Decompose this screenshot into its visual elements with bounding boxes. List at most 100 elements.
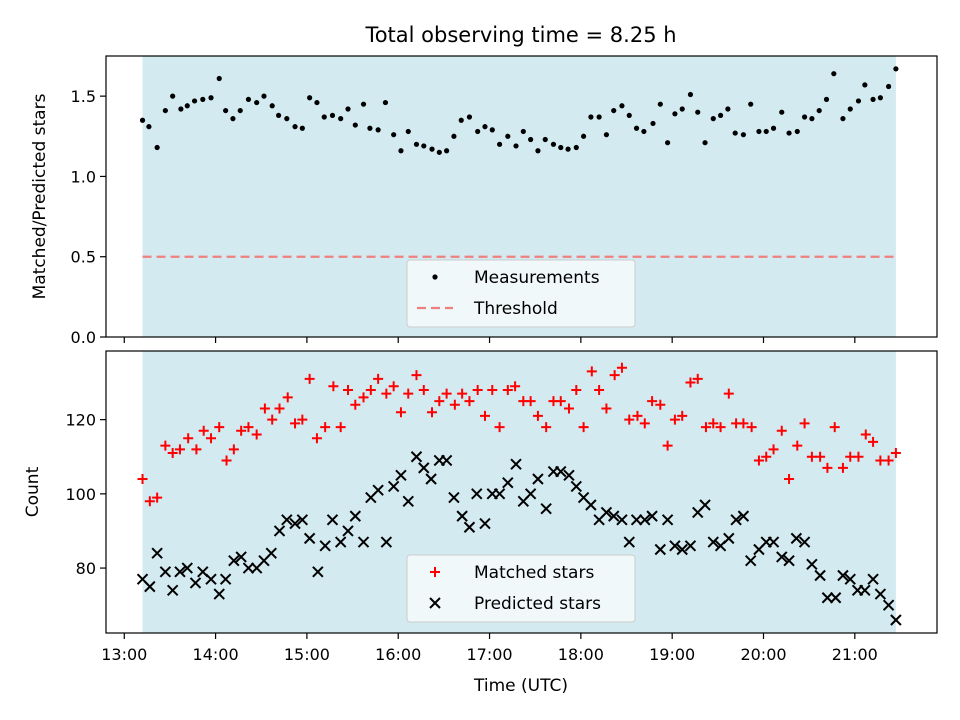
measurement-point xyxy=(429,146,435,152)
measurement-point xyxy=(702,140,708,146)
matched-star-point xyxy=(144,496,155,507)
measurement-point xyxy=(329,112,336,119)
measurement-point xyxy=(223,107,229,114)
bottom-y-axis-label: Count xyxy=(23,466,43,517)
bottom-series-matched-stars xyxy=(137,362,901,507)
measurement-point xyxy=(208,95,214,101)
legend-label: Measurements xyxy=(474,268,600,288)
measurement-point xyxy=(619,103,625,109)
predicted-star-point xyxy=(425,473,437,485)
matched-star-point xyxy=(829,422,840,433)
predicted-star-point xyxy=(737,510,750,522)
measurement-point xyxy=(565,146,571,152)
measurement-point xyxy=(482,124,488,130)
measurement-point xyxy=(816,107,822,114)
matched-star-point xyxy=(152,492,163,503)
predicted-star-point xyxy=(798,536,811,548)
predicted-star-point xyxy=(289,517,301,530)
measurement-point xyxy=(139,117,146,123)
predicted-star-point xyxy=(342,525,354,537)
predicted-star-point xyxy=(570,480,582,493)
measurement-point xyxy=(717,112,724,119)
predicted-star-point xyxy=(213,588,225,600)
predicted-star-point xyxy=(242,562,255,574)
x-tick-label: 18:00 xyxy=(558,645,604,664)
matched-star-point xyxy=(350,399,361,410)
measurement-point xyxy=(809,116,815,122)
matched-star-point xyxy=(669,414,680,425)
measurement-point xyxy=(284,116,290,122)
measurement-point xyxy=(650,120,656,127)
predicted-star-point xyxy=(502,477,514,489)
matched-star-point xyxy=(525,396,536,407)
matched-star-point xyxy=(555,396,566,407)
bottom-panel: 80 100 120 13:00 14:00 15:00 16:00 17:00 18:00 19… xyxy=(23,350,938,664)
predicted-star-point xyxy=(205,573,217,585)
measurement-point xyxy=(528,136,534,143)
x-tick-label: 17:00 xyxy=(466,645,512,664)
measurement-point xyxy=(458,117,464,123)
measurement-point xyxy=(823,96,830,102)
predicted-star-point xyxy=(684,540,697,552)
legend-label: Matched stars xyxy=(474,563,594,583)
matched-star-point xyxy=(259,403,270,414)
predicted-star-point xyxy=(745,554,757,567)
predicted-star-point xyxy=(890,614,902,626)
predicted-star-point xyxy=(319,540,331,552)
measurement-point xyxy=(261,93,267,99)
measurement-point xyxy=(216,75,222,82)
measurement-point xyxy=(275,112,282,119)
predicted-star-point xyxy=(440,454,453,467)
measurement-point xyxy=(886,83,892,90)
legend-label: Predicted stars xyxy=(474,594,601,614)
predicted-star-point xyxy=(174,566,186,578)
predicted-star-point xyxy=(334,536,347,548)
matched-star-point xyxy=(510,381,521,392)
matched-star-point xyxy=(677,410,688,421)
predicted-star-point xyxy=(463,521,476,533)
predicted-star-point xyxy=(767,536,780,548)
predicted-star-point xyxy=(479,517,491,530)
matched-star-point xyxy=(853,451,864,462)
measurement-point xyxy=(405,128,411,135)
matched-star-point xyxy=(274,403,285,414)
top-y-axis-label: Matched/Predicted stars xyxy=(30,93,50,299)
measurement-point xyxy=(756,128,762,135)
measurement-point xyxy=(475,128,481,135)
measurement-point xyxy=(254,99,260,106)
predicted-star-point xyxy=(790,532,803,545)
predicted-star-point xyxy=(837,569,849,582)
matched-star-point xyxy=(267,414,278,425)
matched-star-point xyxy=(183,433,194,444)
predicted-star-point xyxy=(814,569,826,582)
measurement-point xyxy=(360,101,367,107)
matched-star-point xyxy=(768,444,779,455)
matched-star-point xyxy=(251,429,262,440)
measurement-point xyxy=(596,114,602,120)
measurement-point xyxy=(184,103,190,109)
predicted-star-point xyxy=(395,469,407,482)
matched-star-point xyxy=(411,370,422,381)
matched-star-point xyxy=(167,448,178,459)
legend-box xyxy=(406,554,636,623)
matched-star-point xyxy=(137,474,148,485)
measurement-point xyxy=(679,106,685,112)
predicted-star-point xyxy=(867,573,879,585)
predicted-star-point xyxy=(144,580,156,593)
predicted-star-point xyxy=(623,536,635,548)
measurement-point xyxy=(230,116,236,122)
matched-star-point xyxy=(708,418,719,429)
x-tick-label: 20:00 xyxy=(740,645,786,664)
bottom-axes-frame xyxy=(105,350,938,634)
bottom-y-tick-label: 80 xyxy=(76,559,96,578)
measurement-point xyxy=(170,93,176,99)
matched-star-point xyxy=(388,381,399,392)
measurement-point xyxy=(162,107,168,114)
measurement-point xyxy=(520,128,526,135)
predicted-star-point xyxy=(654,543,667,556)
matched-star-point xyxy=(206,433,217,444)
matched-star-point xyxy=(320,422,331,433)
predicted-star-point xyxy=(402,495,414,507)
measurement-point xyxy=(641,128,647,135)
top-series-measurements xyxy=(139,66,899,155)
